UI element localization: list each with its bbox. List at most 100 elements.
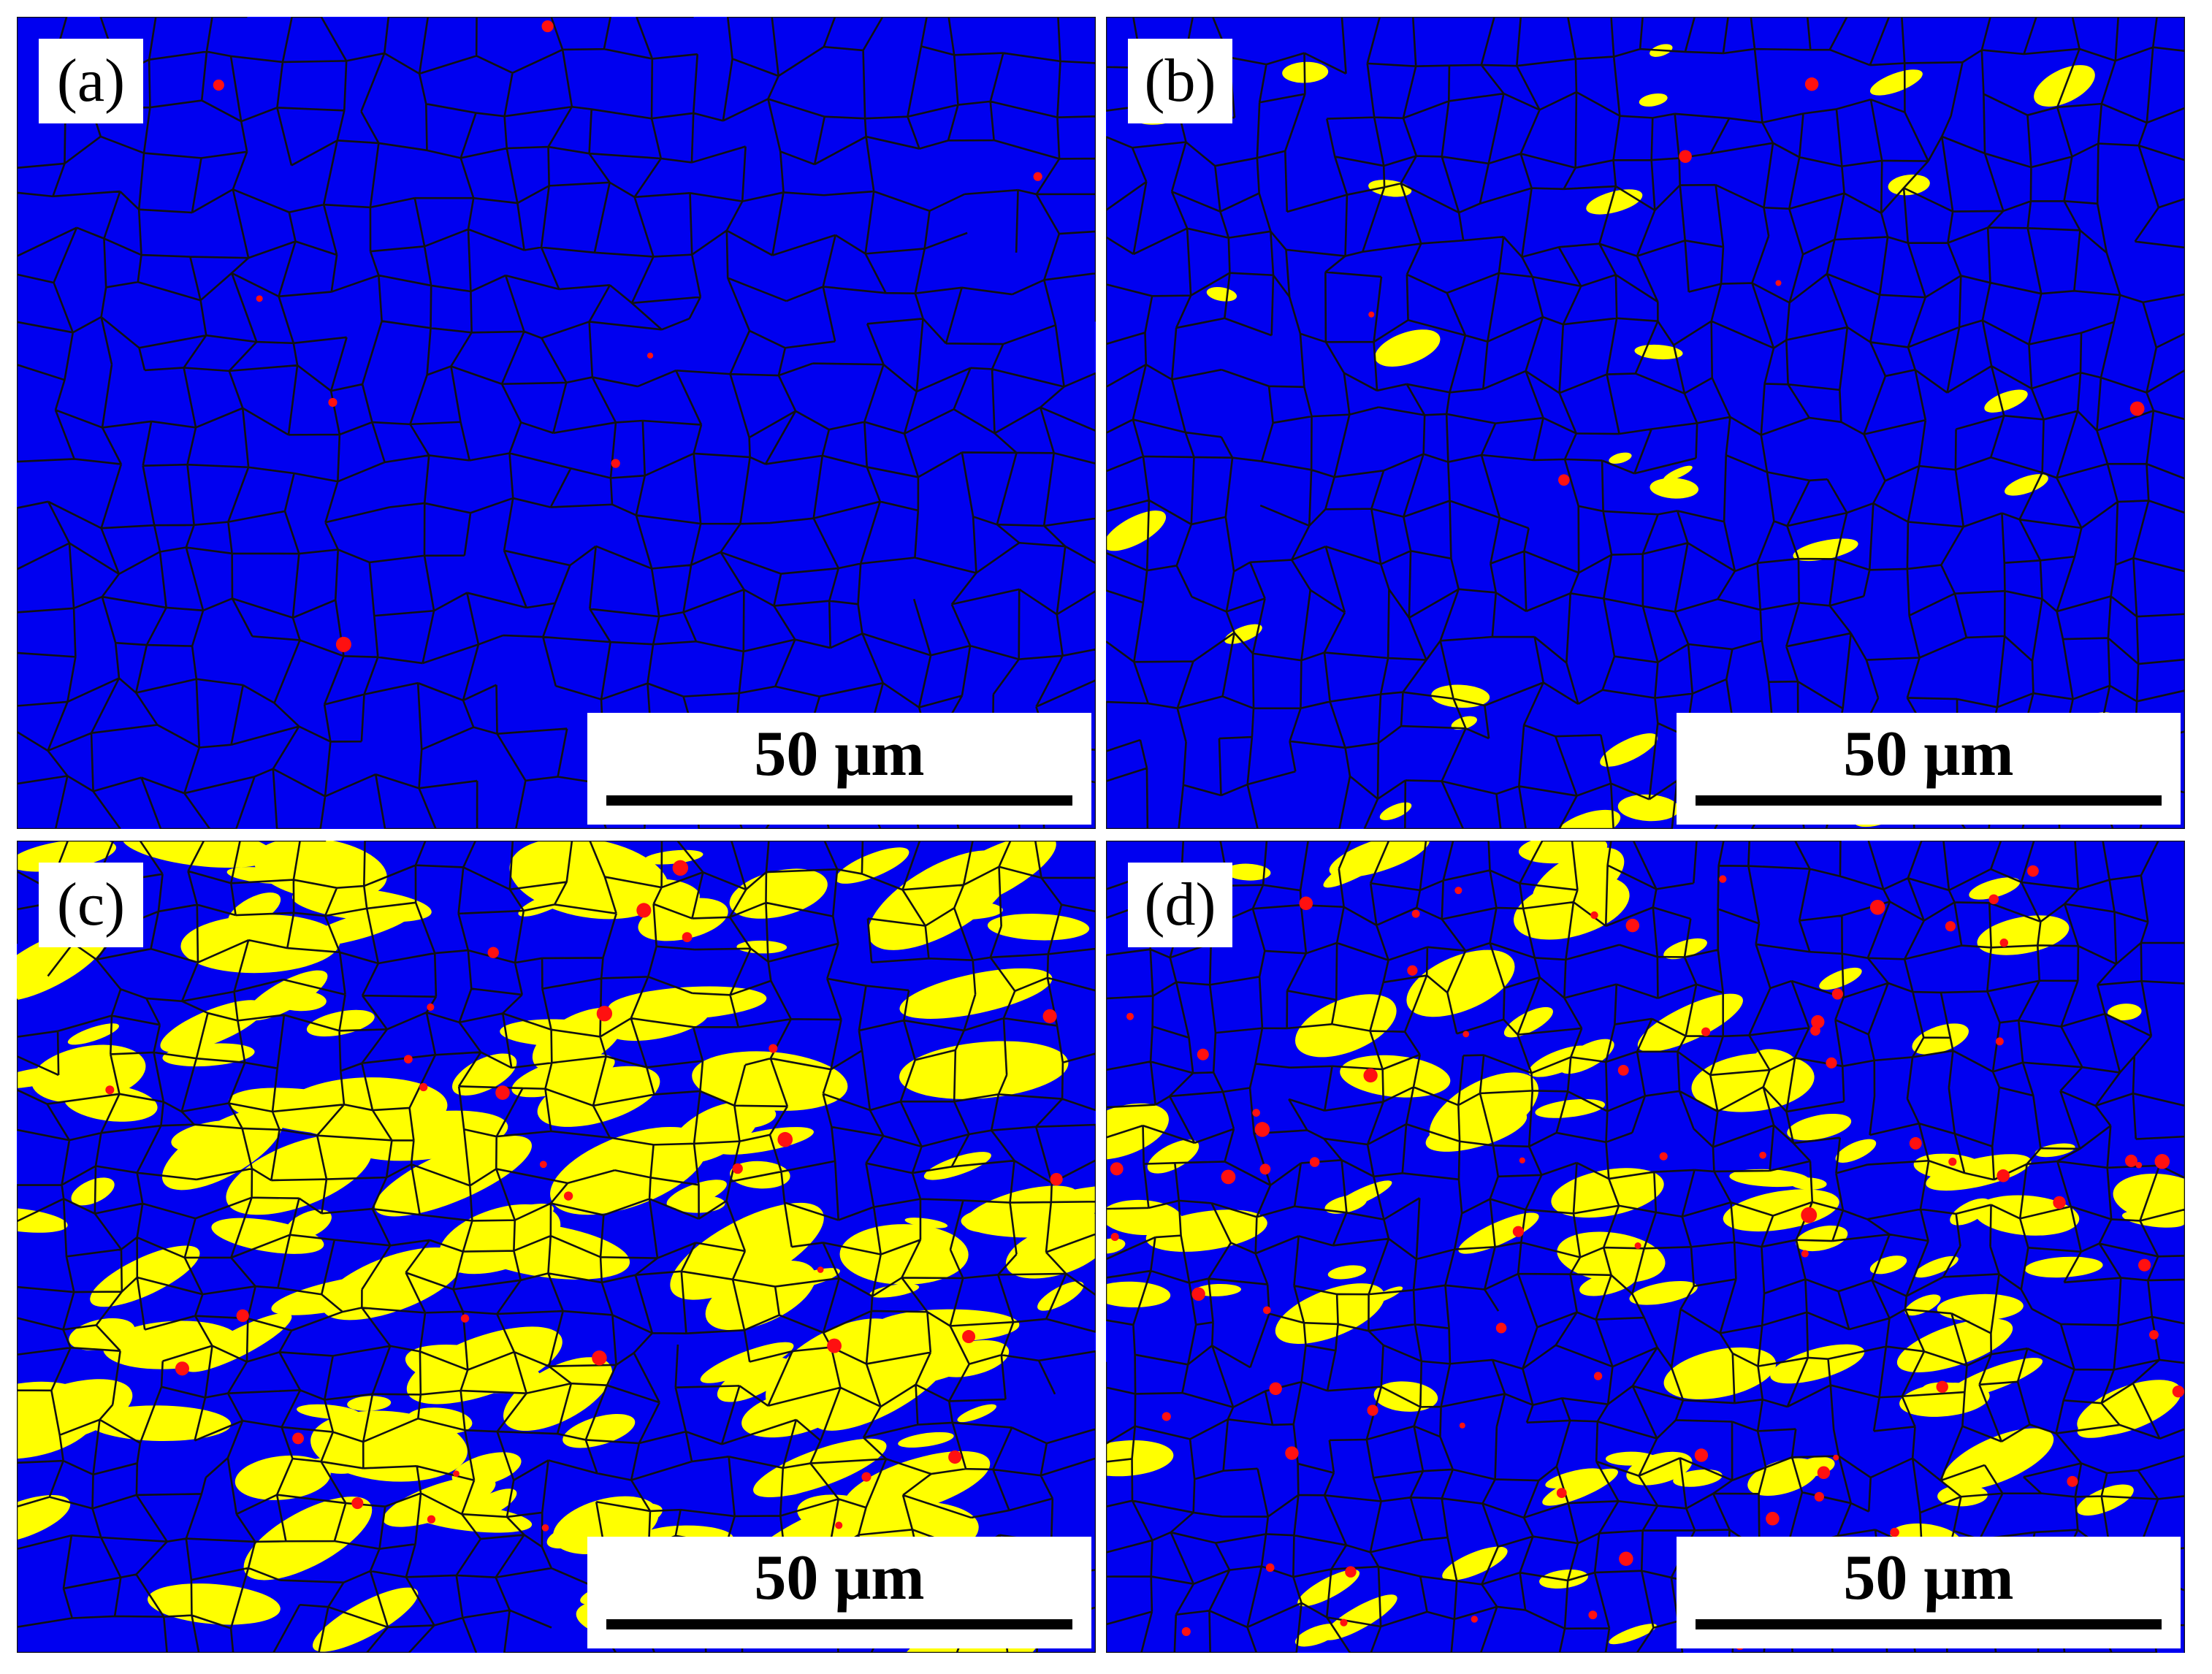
yellow-phase — [1673, 1469, 1723, 1487]
red-phase — [1558, 474, 1570, 486]
yellow-phase — [2024, 1256, 2103, 1278]
yellow-phase — [964, 1185, 1079, 1233]
red-phase — [2053, 1196, 2066, 1209]
phase-map — [1106, 841, 2185, 1653]
yellow-phase — [1106, 1281, 1171, 1308]
red-phase — [1269, 1382, 1282, 1396]
red-phase — [596, 1006, 613, 1022]
yellow-phase — [1888, 175, 1930, 196]
yellow-phase — [1937, 1293, 2024, 1321]
yellow-phase — [234, 1455, 331, 1500]
yellow-phase — [1551, 1168, 1664, 1218]
yellow-phase — [606, 1001, 710, 1042]
grain-boundary — [1106, 17, 2185, 829]
yellow-phase — [1629, 1280, 1698, 1305]
red-phase — [335, 636, 351, 652]
red-phase — [1831, 988, 1843, 1000]
red-phase — [328, 397, 337, 408]
red-phase — [1826, 1057, 1837, 1069]
red-phase — [1811, 1014, 1825, 1029]
yellow-phase — [451, 1452, 522, 1487]
yellow-phase — [67, 1023, 119, 1045]
red-phase — [351, 1497, 364, 1510]
yellow-phase — [700, 1342, 794, 1383]
red-phase — [1368, 311, 1375, 318]
red-phase — [1495, 1322, 1507, 1334]
yellow-phase — [2113, 1173, 2185, 1223]
red-phase — [2138, 1258, 2151, 1272]
red-phase — [1814, 1491, 1824, 1502]
yellow-phase — [1375, 329, 1441, 367]
red-phase — [1462, 1031, 1470, 1038]
red-phase — [213, 79, 224, 91]
red-phase — [1988, 894, 1999, 905]
yellow-phase — [243, 1497, 373, 1581]
yellow-phase — [1787, 1113, 1852, 1141]
yellow-phase — [17, 1494, 71, 1544]
yellow-phase — [1106, 1440, 1174, 1477]
red-phase — [1619, 1551, 1633, 1566]
yellow-phase — [1609, 1624, 1657, 1645]
yellow-phase — [1323, 1594, 1397, 1640]
yellow-phase — [2034, 65, 2095, 107]
red-phase — [1701, 1027, 1711, 1036]
red-phase — [1340, 1618, 1348, 1627]
yellow-phase — [2005, 474, 2048, 496]
yellow-phase — [898, 1432, 954, 1448]
yellow-phase — [64, 1084, 158, 1122]
red-phase — [1221, 1169, 1236, 1185]
yellow-phase — [1984, 389, 2028, 413]
red-phase — [682, 932, 693, 943]
panel-label: (b) — [1128, 39, 1232, 123]
red-phase — [292, 1432, 304, 1445]
yellow-phase — [408, 1503, 533, 1533]
scale-bar-box: 50 μm — [587, 1537, 1091, 1648]
red-phase — [2129, 401, 2145, 416]
grain-boundary — [1106, 841, 2185, 1653]
yellow-phase — [2034, 1143, 2075, 1158]
yellow-phase — [2077, 1402, 2151, 1438]
yellow-phase — [874, 1309, 1020, 1342]
yellow-phase — [1835, 1139, 1877, 1163]
scale-bar-label: 50 μm — [1843, 719, 2014, 790]
yellow-phase — [211, 1218, 324, 1254]
yellow-phase — [835, 847, 909, 884]
yellow-phase — [147, 1583, 281, 1625]
scale-bar-box: 50 μm — [587, 713, 1091, 825]
scale-bar-label: 50 μm — [754, 1543, 925, 1613]
red-phase — [1126, 1012, 1134, 1020]
scale-bar — [606, 1619, 1072, 1629]
red-phase — [1299, 896, 1313, 911]
red-phase — [2124, 1154, 2137, 1167]
yellow-phase — [1373, 1381, 1438, 1412]
red-phase — [1995, 1037, 2004, 1046]
grain-boundary — [17, 841, 1096, 1653]
red-phase — [1590, 911, 1598, 920]
red-phase — [2027, 865, 2039, 877]
red-phase — [427, 1515, 436, 1524]
yellow-phase — [347, 1396, 392, 1411]
red-phase — [1262, 1306, 1271, 1315]
red-phase — [1519, 1157, 1525, 1163]
yellow-phase — [227, 893, 281, 928]
scale-bar-box: 50 μm — [1677, 1537, 2181, 1648]
yellow-phase — [160, 1000, 266, 1053]
red-phase — [541, 1524, 549, 1532]
yellow-phase — [509, 841, 669, 920]
yellow-phase — [736, 940, 787, 954]
red-phase — [817, 1266, 824, 1273]
red-phase — [403, 1055, 413, 1064]
red-phase — [1948, 1158, 1957, 1166]
yellow-phase — [1431, 684, 1490, 708]
yellow-phase — [500, 1019, 617, 1047]
yellow-phase — [375, 1135, 532, 1217]
yellow-phase — [1896, 1318, 2013, 1373]
micrograph-panel: (d) 50 μm — [1106, 841, 2185, 1653]
yellow-phase — [1942, 1428, 2054, 1491]
red-phase — [1285, 1446, 1299, 1460]
yellow-phase — [2077, 1484, 2134, 1516]
yellow-phase — [1225, 863, 1271, 881]
red-phase — [861, 1472, 872, 1482]
yellow-phase — [1442, 1546, 1508, 1581]
